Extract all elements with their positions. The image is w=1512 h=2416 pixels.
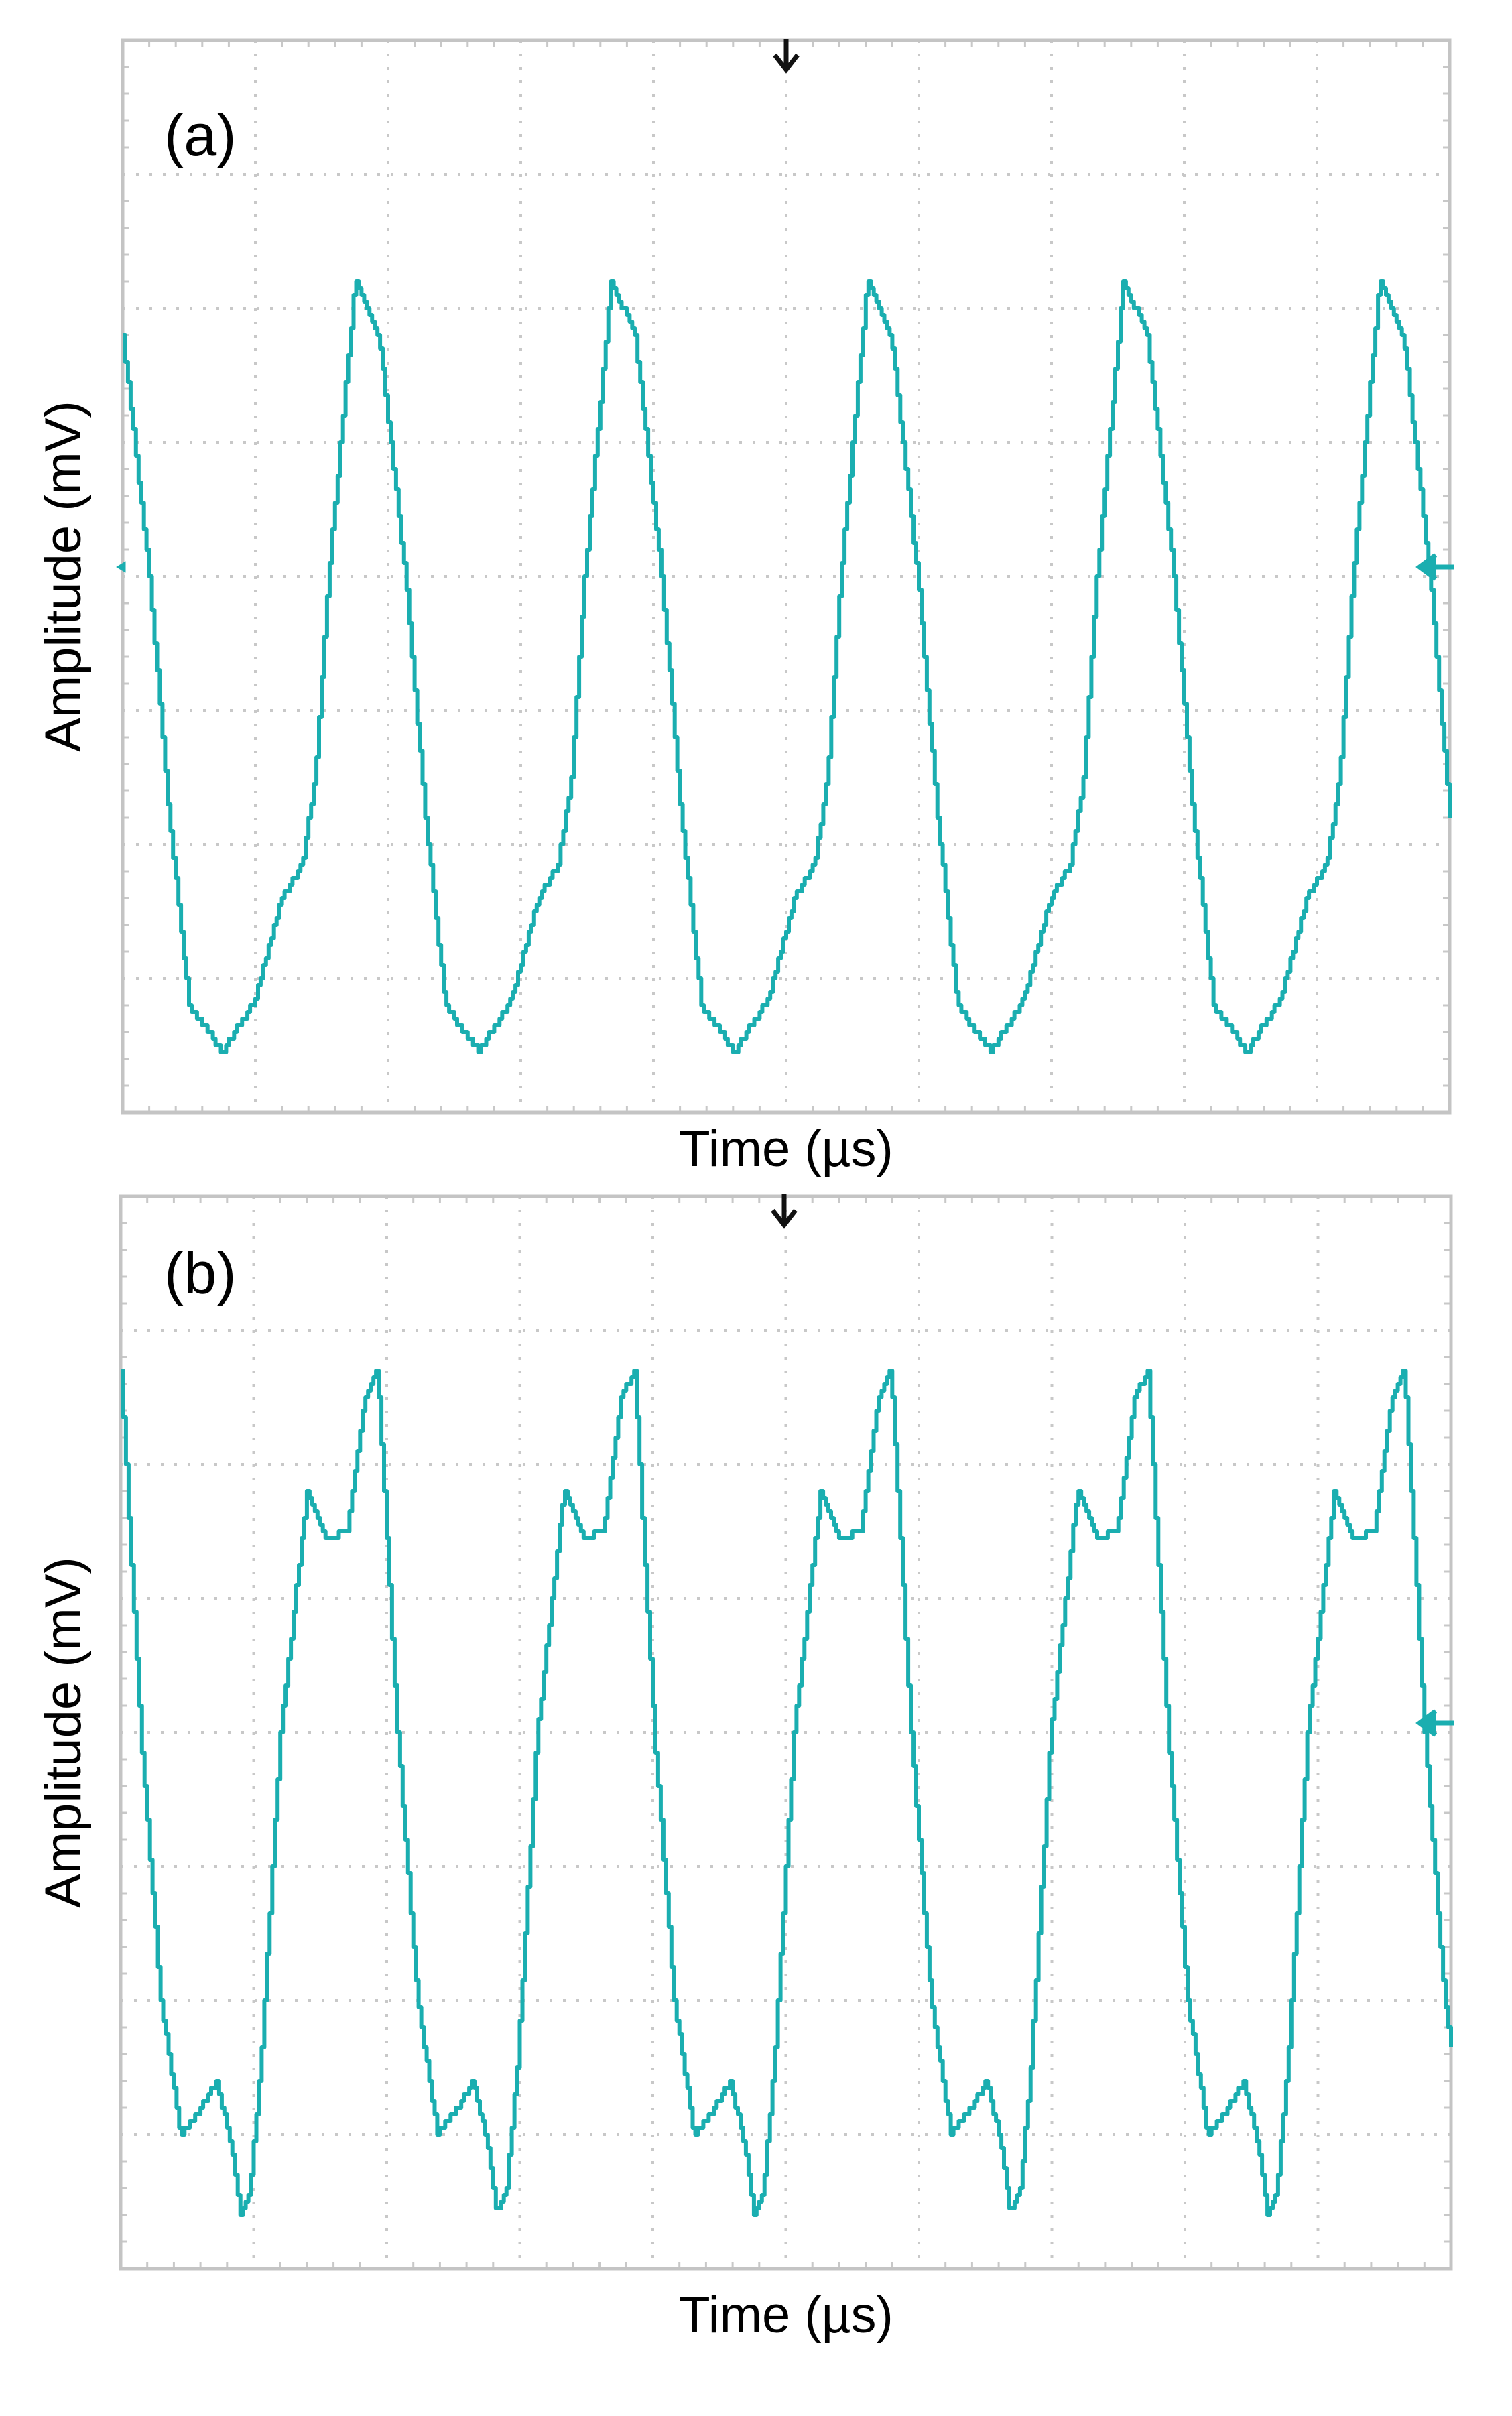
panel-b-xlabel: Time (µs) [679,2287,893,2344]
panel-a-label: (a) [164,102,237,168]
panel-b-label: (b) [164,1240,237,1306]
panel-b-ground-marker [1415,1709,1454,1737]
panel-b-ylabel: Amplitude (mV) [35,1557,92,1908]
panel-b-chart: (b) Amplitude (mV) Time (µs) [35,1194,1454,2344]
panel-a-chart: (a) Amplitude (mV) Time (µs) [35,38,1454,1178]
panel-a-grid [123,40,1450,1112]
panel-a-trigger-marker [773,39,800,74]
panel-a-ground-marker [1415,553,1454,581]
panel-a-xlabel: Time (µs) [679,1121,893,1178]
panel-b-trigger-marker [771,1194,798,1229]
panel-a-trace [123,279,1452,1054]
panel-a-ylabel: Amplitude (mV) [35,401,92,752]
panel-a-left-tick [116,561,126,573]
panel-b-trace [121,1369,1453,2217]
